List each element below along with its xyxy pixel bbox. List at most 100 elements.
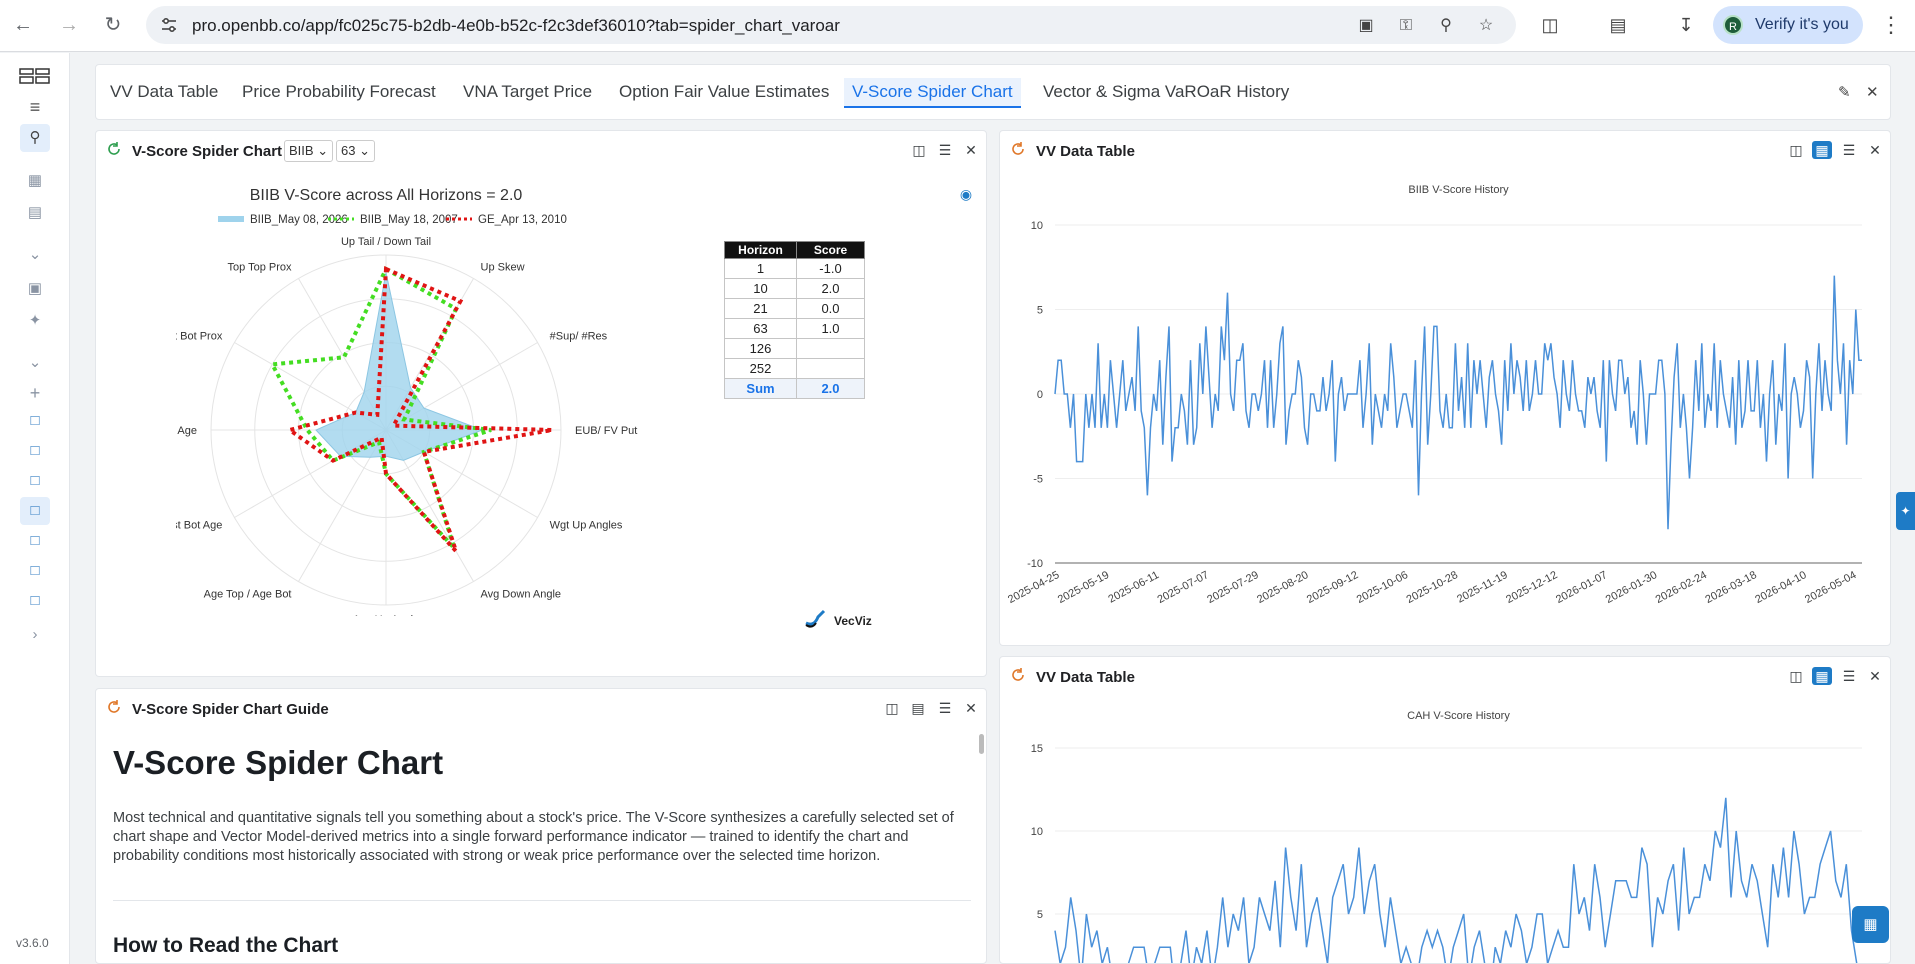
table-cell: 21 bbox=[724, 298, 797, 319]
document-icon[interactable]: □ bbox=[30, 412, 40, 429]
chart-toggle-icon[interactable]: ▦ bbox=[1812, 667, 1832, 685]
chat-icon[interactable]: ◫ bbox=[1789, 668, 1803, 684]
zoom-icon[interactable]: ⚲ bbox=[1440, 17, 1452, 34]
line-chart: CAH V-Score History 5 10 15 bbox=[1031, 710, 1862, 963]
ticker-select[interactable]: BIIB ⌄ bbox=[284, 140, 334, 162]
address-bar[interactable]: pro.openbb.co/app/fc025c75-b2db-4e0b-b52… bbox=[146, 6, 1516, 44]
document-icon[interactable]: □ bbox=[30, 442, 40, 459]
legend-label: GE_Apr 13, 2010 bbox=[478, 214, 567, 226]
avatar: R bbox=[1723, 15, 1743, 35]
radar-axis-label: Wgt Up Angles bbox=[550, 520, 623, 532]
refresh-icon[interactable] bbox=[1010, 141, 1026, 157]
chevron-down-icon: ⌄ bbox=[317, 143, 329, 158]
side-panel-handle-icon[interactable]: ✦ bbox=[1896, 492, 1915, 530]
series-line bbox=[1054, 797, 1858, 963]
document-icon[interactable]: □ bbox=[30, 592, 40, 609]
legend-label: BIIB_May 18, 2007 bbox=[360, 214, 458, 226]
edit-icon[interactable]: ✎ bbox=[1838, 84, 1851, 101]
camera-icon[interactable]: ◉ bbox=[959, 186, 973, 202]
tab-vna-target-price[interactable]: VNA Target Price bbox=[463, 82, 593, 101]
tab-vector-sigma-varoar[interactable]: Vector & Sigma VaROaR History bbox=[1043, 82, 1290, 101]
tab-vv-data-table[interactable]: VV Data Table bbox=[110, 82, 219, 101]
profile-verify-button[interactable]: R Verify it's you bbox=[1713, 6, 1863, 44]
browser-menu-icon[interactable]: ⋮ bbox=[1880, 12, 1902, 37]
table-cell: 252 bbox=[724, 358, 797, 379]
document-icon[interactable]: □ bbox=[30, 532, 40, 549]
table-row: 1 -1.0 bbox=[724, 258, 865, 279]
guide-subheading: How to Read the Chart bbox=[113, 934, 339, 957]
downloads-icon[interactable]: ↧ bbox=[1678, 15, 1694, 35]
document-icon[interactable]: □ bbox=[20, 497, 50, 525]
site-settings-icon[interactable] bbox=[160, 16, 178, 34]
forward-icon[interactable]: → bbox=[59, 14, 79, 36]
bookmark-star-icon[interactable]: ☆ bbox=[1478, 17, 1494, 34]
radar-axis-label: EUB/ FV Put bbox=[575, 425, 637, 437]
table-header: Score bbox=[796, 241, 865, 259]
y-tick-label: 10 bbox=[1031, 826, 1043, 838]
table-cell: 10 bbox=[724, 278, 797, 299]
chart-title: CAH V-Score History bbox=[1407, 710, 1510, 722]
chat-icon[interactable]: ◫ bbox=[885, 700, 899, 716]
document-icon[interactable]: □ bbox=[30, 562, 40, 579]
menu-icon[interactable]: ≡ bbox=[29, 97, 41, 117]
table-sum-row: Sum 2.0 bbox=[724, 378, 865, 399]
chevron-right-icon[interactable]: › bbox=[32, 626, 38, 643]
guide-paragraph: Most technical and quantitative signals … bbox=[113, 810, 954, 864]
chart-toggle-icon[interactable]: ▦ bbox=[1812, 141, 1832, 159]
refresh-icon[interactable] bbox=[106, 699, 122, 715]
close-icon[interactable]: ✕ bbox=[965, 700, 977, 716]
apps-icon[interactable]: ▤ bbox=[27, 204, 43, 221]
y-tick-label: -10 bbox=[1027, 558, 1043, 570]
vecviz-logo-icon bbox=[805, 609, 826, 628]
list-icon[interactable]: ☰ bbox=[938, 700, 952, 716]
dashboard-icon[interactable]: ▦ bbox=[27, 172, 43, 189]
close-icon[interactable]: ✕ bbox=[1869, 142, 1881, 158]
calendar-icon[interactable]: ▣ bbox=[27, 280, 43, 297]
widget-title: VV Data Table bbox=[1036, 669, 1135, 686]
search-icon[interactable]: ⚲ bbox=[20, 124, 50, 152]
reload-icon[interactable]: ↻ bbox=[104, 14, 122, 36]
chat-icon[interactable]: ◫ bbox=[912, 142, 926, 158]
list-icon[interactable]: ☰ bbox=[938, 142, 952, 158]
ai-sparkle-icon[interactable]: ✦ bbox=[28, 312, 42, 329]
tab-search-icon[interactable]: ▤ bbox=[1609, 15, 1627, 35]
vv-data-table-widget-biib: VV Data Table ◫ ▦ ☰ ✕ BIIB V-Score Histo… bbox=[999, 130, 1891, 646]
chat-icon[interactable]: ◫ bbox=[1789, 142, 1803, 158]
line-chart: BIIB V-Score History-10-505102025-04-252… bbox=[1006, 184, 1862, 606]
install-app-icon[interactable]: ▣ bbox=[1358, 17, 1374, 34]
copy-icon[interactable]: ▤ bbox=[911, 700, 925, 716]
ticker-value: BIIB bbox=[289, 143, 314, 158]
radar-axis-label: Up Skew bbox=[481, 261, 525, 273]
widget-title: V-Score Spider Chart Guide bbox=[132, 701, 329, 718]
close-icon[interactable]: ✕ bbox=[965, 142, 977, 158]
openbb-logo-icon[interactable] bbox=[19, 67, 51, 85]
document-icon[interactable]: □ bbox=[30, 472, 40, 489]
refresh-icon[interactable] bbox=[1010, 667, 1026, 683]
tab-v-score-spider-chart[interactable]: V-Score Spider Chart bbox=[844, 78, 1021, 108]
url-text[interactable]: pro.openbb.co/app/fc025c75-b2db-4e0b-b52… bbox=[192, 16, 840, 35]
x-tick-label: 2025-10-06 bbox=[1355, 569, 1410, 606]
chevron-down-icon[interactable]: ⌄ bbox=[28, 246, 42, 263]
tab-option-fair-value[interactable]: Option Fair Value Estimates bbox=[619, 82, 830, 101]
horizon-value: 63 bbox=[341, 143, 356, 158]
list-icon[interactable]: ☰ bbox=[1842, 668, 1856, 684]
x-tick-label: 2025-07-29 bbox=[1205, 569, 1260, 606]
x-tick-label: 2025-12-12 bbox=[1504, 569, 1559, 606]
close-icon[interactable]: ✕ bbox=[1866, 84, 1879, 101]
back-icon[interactable]: ← bbox=[13, 14, 33, 36]
password-key-icon[interactable]: ⚿ bbox=[1399, 17, 1413, 34]
scrollbar[interactable] bbox=[979, 734, 984, 754]
close-icon[interactable]: ✕ bbox=[1869, 668, 1881, 684]
horizon-select[interactable]: 63 ⌄ bbox=[336, 140, 375, 162]
radar-chart: BIIB V-Score across All Horizons = 2.0 BI… bbox=[176, 187, 637, 616]
radar-axis-label: Last Top Age bbox=[176, 425, 197, 437]
refresh-icon[interactable] bbox=[106, 141, 122, 157]
chevron-down-icon[interactable]: ⌄ bbox=[28, 354, 42, 371]
list-icon[interactable]: ☰ bbox=[1842, 142, 1856, 158]
add-icon[interactable]: + bbox=[29, 383, 41, 403]
y-tick-label: 0 bbox=[1037, 389, 1043, 401]
tab-price-probability-forecast[interactable]: Price Probability Forecast bbox=[242, 82, 436, 101]
x-tick-label: 2026-02-24 bbox=[1654, 569, 1709, 606]
extensions-icon[interactable]: ◫ bbox=[1541, 15, 1559, 35]
widget-library-button[interactable]: ▦ bbox=[1852, 906, 1889, 943]
